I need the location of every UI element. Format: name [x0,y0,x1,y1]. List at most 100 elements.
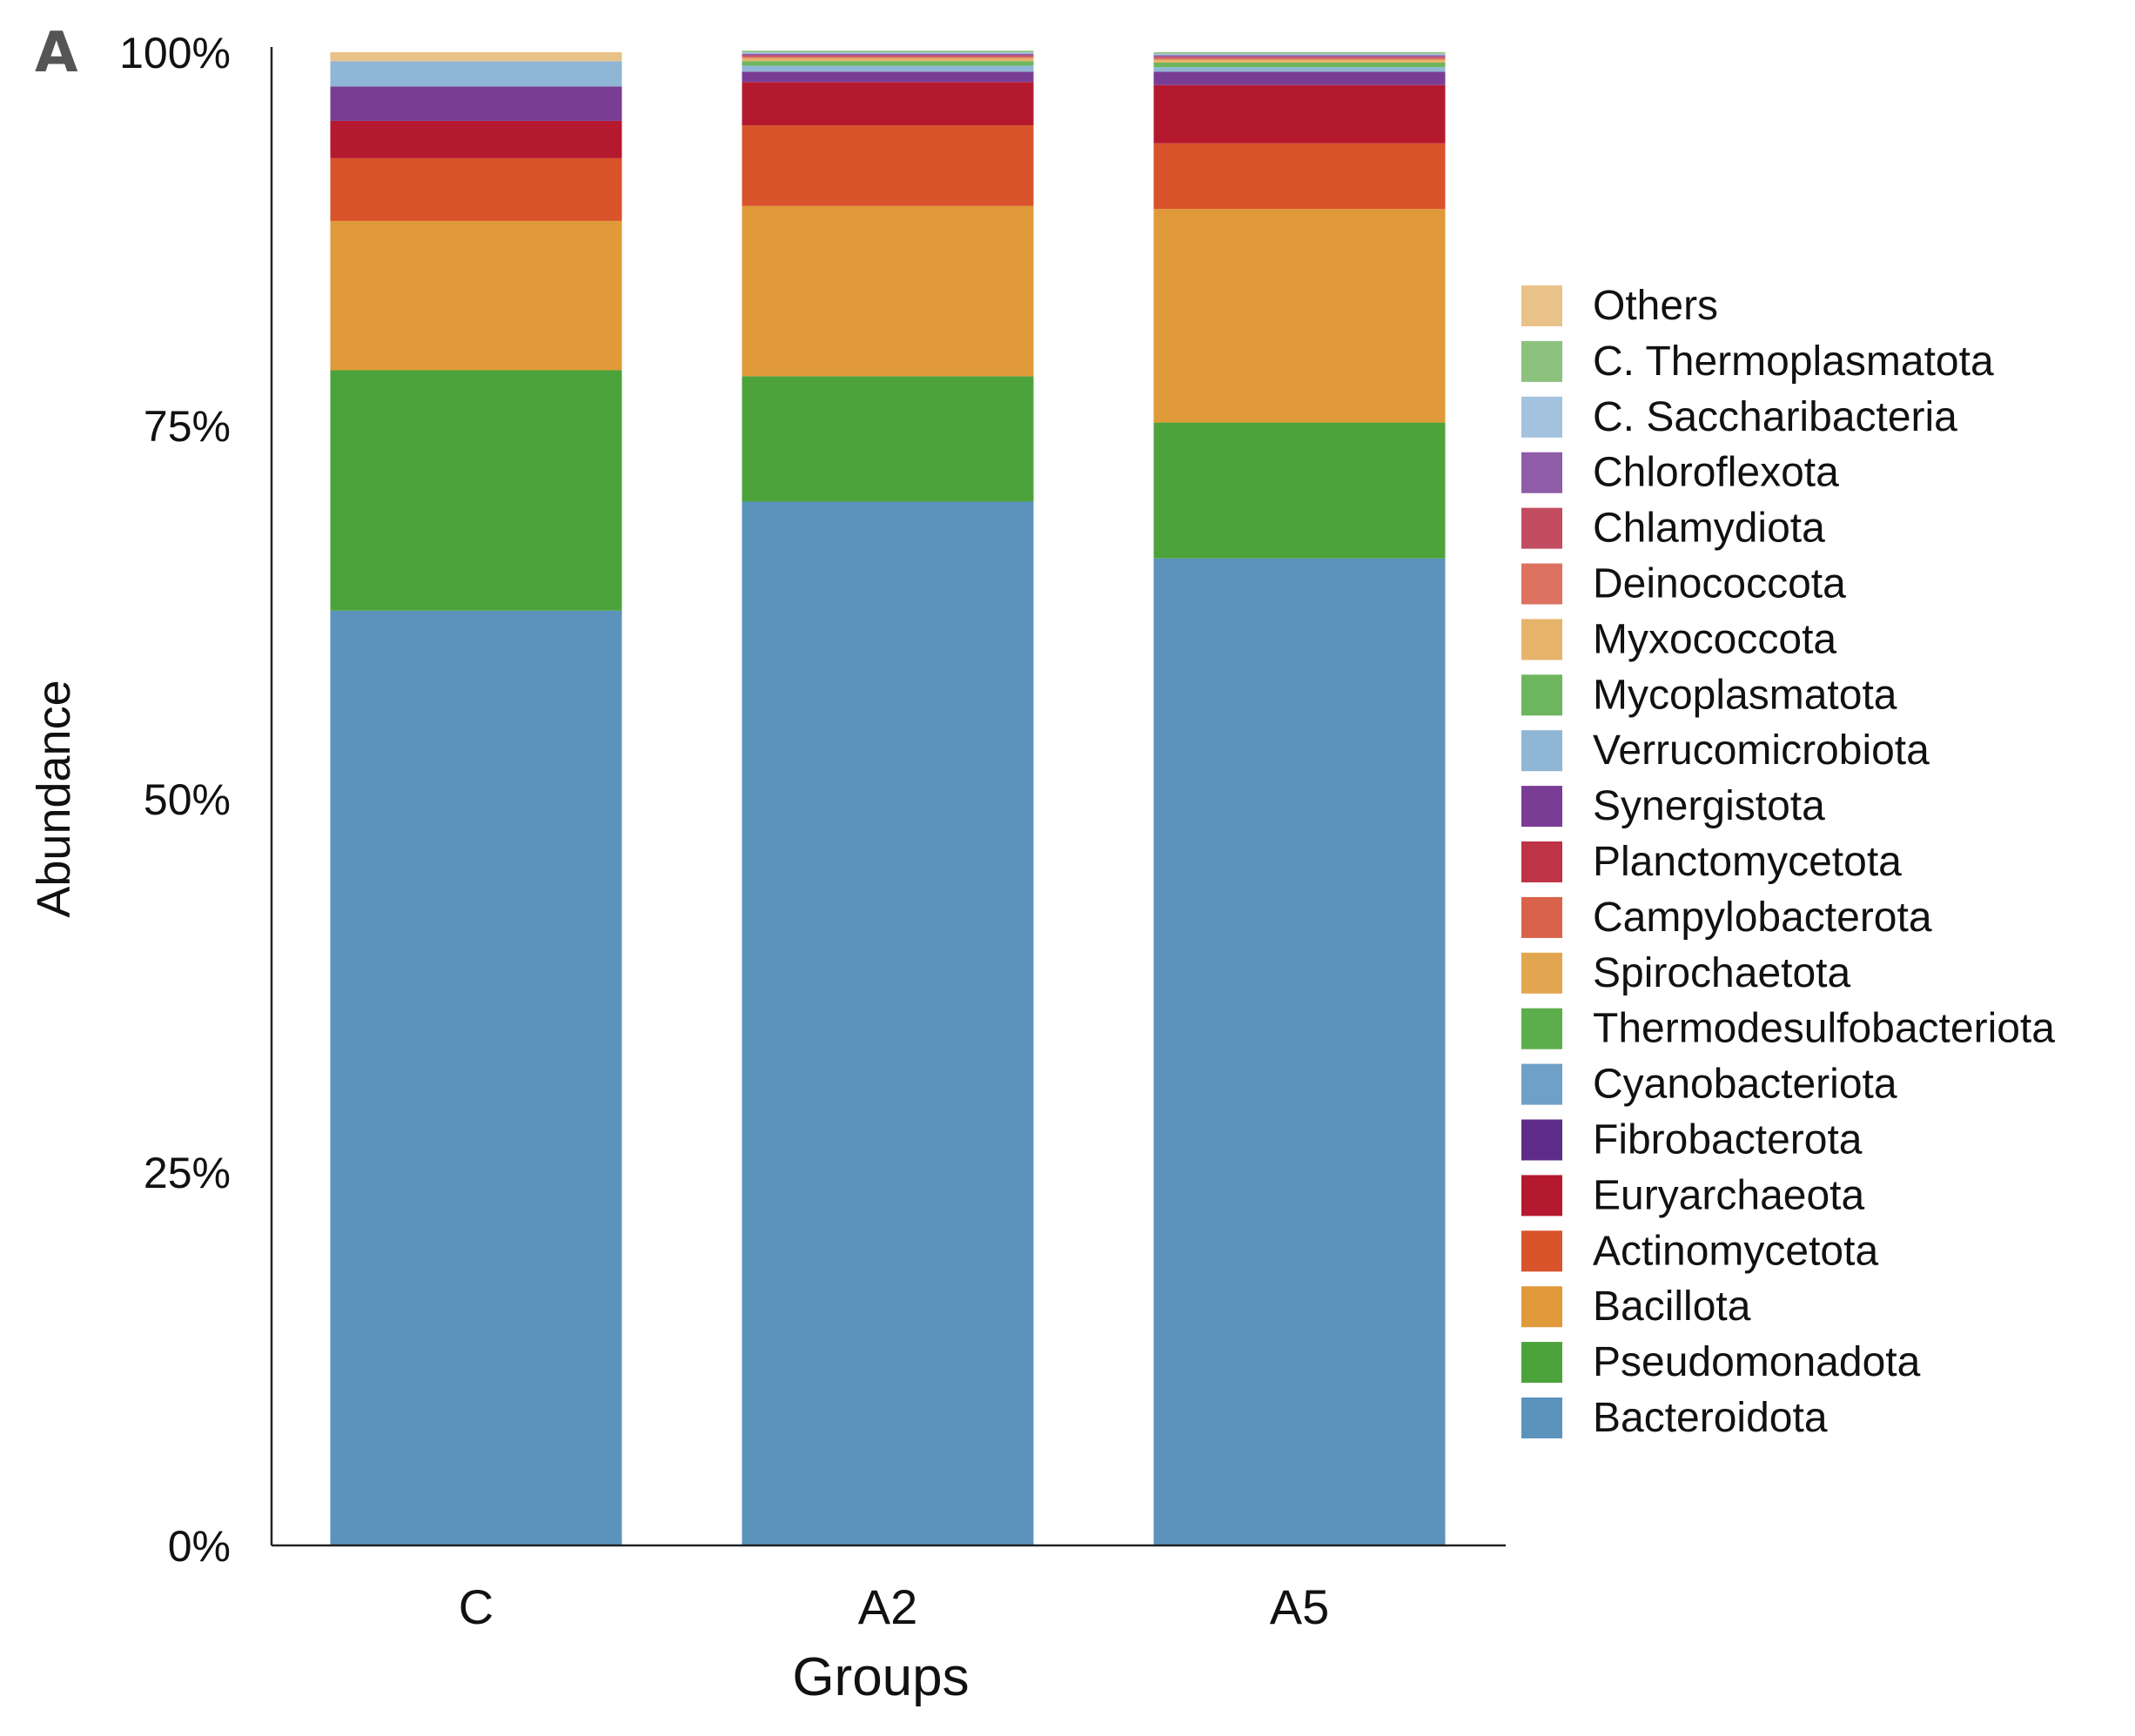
legend-label: Planctomycetota [1593,839,1902,885]
legend-swatch [1521,507,1562,549]
legend-label: Chlamydiota [1593,506,1825,552]
legend-swatch [1521,674,1562,716]
bar-group-C [330,52,622,1546]
legend-swatch [1521,452,1562,493]
legend-item: Campylobacterota [1521,895,1932,941]
legend-label: Bacillota [1593,1284,1751,1330]
bar-group-A2 [742,50,1034,1545]
bar-segment-C-synergistota [330,86,622,121]
legend-swatch [1521,1119,1562,1161]
bar-segment-A2-euryarchaeota [742,82,1034,126]
bar-segment-A5-c-thermoplasmatota [1153,52,1446,54]
legend-swatch [1521,1398,1562,1438]
bar-segment-A5-myxococcota [1153,59,1446,64]
legend-item: Others [1521,283,1718,329]
legend-item: Bacteroidota [1521,1395,1828,1441]
legend-label: Spirochaetota [1593,950,1851,996]
bar-segment-A5-deinococcota [1153,57,1446,60]
legend-swatch [1521,1008,1562,1049]
bar-segment-A2-pseudomonadota [742,376,1034,502]
legend-item: Synergistota [1521,783,1825,829]
bar-segment-A5-synergistota [1153,71,1446,85]
bar-segment-A2-bacillota [742,205,1034,377]
bar-segment-C-others [330,52,622,62]
legend-item: Mycoplasmatota [1521,672,1897,718]
bar-segment-C-bacteroidota [330,610,622,1546]
legend-label: Deinococcota [1593,561,1846,607]
legend-label: Pseudomonadota [1593,1339,1921,1385]
legend-label: Mycoplasmatota [1593,672,1897,718]
legend-swatch [1521,340,1562,382]
legend-item: Actinomycetota [1521,1228,1878,1274]
x-tick-label: A2 [858,1579,918,1634]
legend-swatch [1521,396,1562,438]
legend-swatch [1521,563,1562,605]
legend-item: Chloroflexota [1521,450,1839,496]
legend-item: Planctomycetota [1521,839,1902,885]
bar-segment-A5-verrucomicrobiota [1153,67,1446,72]
legend-item: Bacillota [1521,1284,1751,1330]
bar-segment-A2-deinococcota [742,57,1034,58]
bar-segment-A2-c-thermoplasmatota [742,50,1034,52]
axes-layer: C A2 A5 0% 25% 50% 75% 100% [119,29,1506,1634]
bar-segment-A2-synergistota [742,71,1034,83]
x-tick-label: A5 [1270,1579,1330,1634]
legend-item: Pseudomonadota [1521,1339,1921,1385]
bar-segment-A5-actinomycetota [1153,143,1446,210]
legend-item: Chlamydiota [1521,506,1825,552]
legend-item: Cyanobacteriota [1521,1062,1897,1108]
legend-label: Campylobacterota [1593,895,1932,941]
legend-swatch [1521,786,1562,828]
y-tick-label: 25% [144,1149,231,1197]
bar-segment-C-verrucomicrobiota [330,61,622,87]
y-tick-label: 100% [119,29,231,77]
legend-swatch [1521,285,1562,326]
bar-segment-A2-chlamydiota [742,55,1034,57]
legend-label: Cyanobacteriota [1593,1062,1897,1108]
bar-segment-A2-mycoplasmatota [742,61,1034,66]
bar-segment-A2-c-saccharibacteria [742,52,1034,54]
bar-segment-C-pseudomonadota [330,370,622,611]
legend-label: C. Thermoplasmatota [1593,338,1994,385]
legend-label: Myxococcota [1593,616,1836,662]
legend-swatch [1521,1175,1562,1217]
bar-segment-A2-myxococcota [742,57,1034,62]
legend-swatch [1521,1063,1562,1105]
legend-item: Deinococcota [1521,561,1846,607]
legend-swatch [1521,1342,1562,1384]
bar-segment-A2-chloroflexota [742,53,1034,56]
legend-item: C. Thermoplasmatota [1521,338,1994,385]
bar-segment-A2-actinomycetota [742,125,1034,206]
bar-segment-A5-chlamydiota [1153,57,1446,58]
legend: Others C. Thermoplasmatota C. Saccharibact… [1521,283,2055,1441]
x-tick-label: C [459,1579,493,1634]
bar-segment-A2-verrucomicrobiota [742,65,1034,72]
legend-swatch [1521,896,1562,938]
legend-label: Fibrobacterota [1593,1117,1863,1163]
panel-label: A [35,21,78,85]
legend-swatch [1521,952,1562,994]
legend-item: Thermodesulfobacteriota [1521,1006,2055,1052]
legend-swatch [1521,841,1562,882]
legend-label: Others [1593,283,1718,329]
legend-label: Chloroflexota [1593,450,1839,496]
legend-label: C. Saccharibacteria [1593,394,1957,440]
y-tick-label: 75% [144,402,231,451]
bar-segment-C-actinomycetota [330,158,622,221]
legend-label: Synergistota [1593,783,1825,829]
legend-item: C. Saccharibacteria [1521,394,1957,440]
legend-item: Myxococcota [1521,616,1836,662]
legend-label: Verrucomicrobiota [1593,727,1930,774]
bar-group-A5 [1153,52,1446,1545]
legend-item: Spirochaetota [1521,950,1851,996]
legend-label: Thermodesulfobacteriota [1593,1006,2055,1052]
legend-label: Euryarchaeota [1593,1172,1864,1218]
y-tick-label: 50% [144,775,231,824]
legend-swatch [1521,1230,1562,1272]
y-tick-label: 0% [168,1522,231,1571]
x-axis-title: Groups [792,1647,969,1707]
bar-segment-A2-bacteroidota [742,501,1034,1545]
bar-segment-A5-c-saccharibacteria [1153,53,1446,56]
